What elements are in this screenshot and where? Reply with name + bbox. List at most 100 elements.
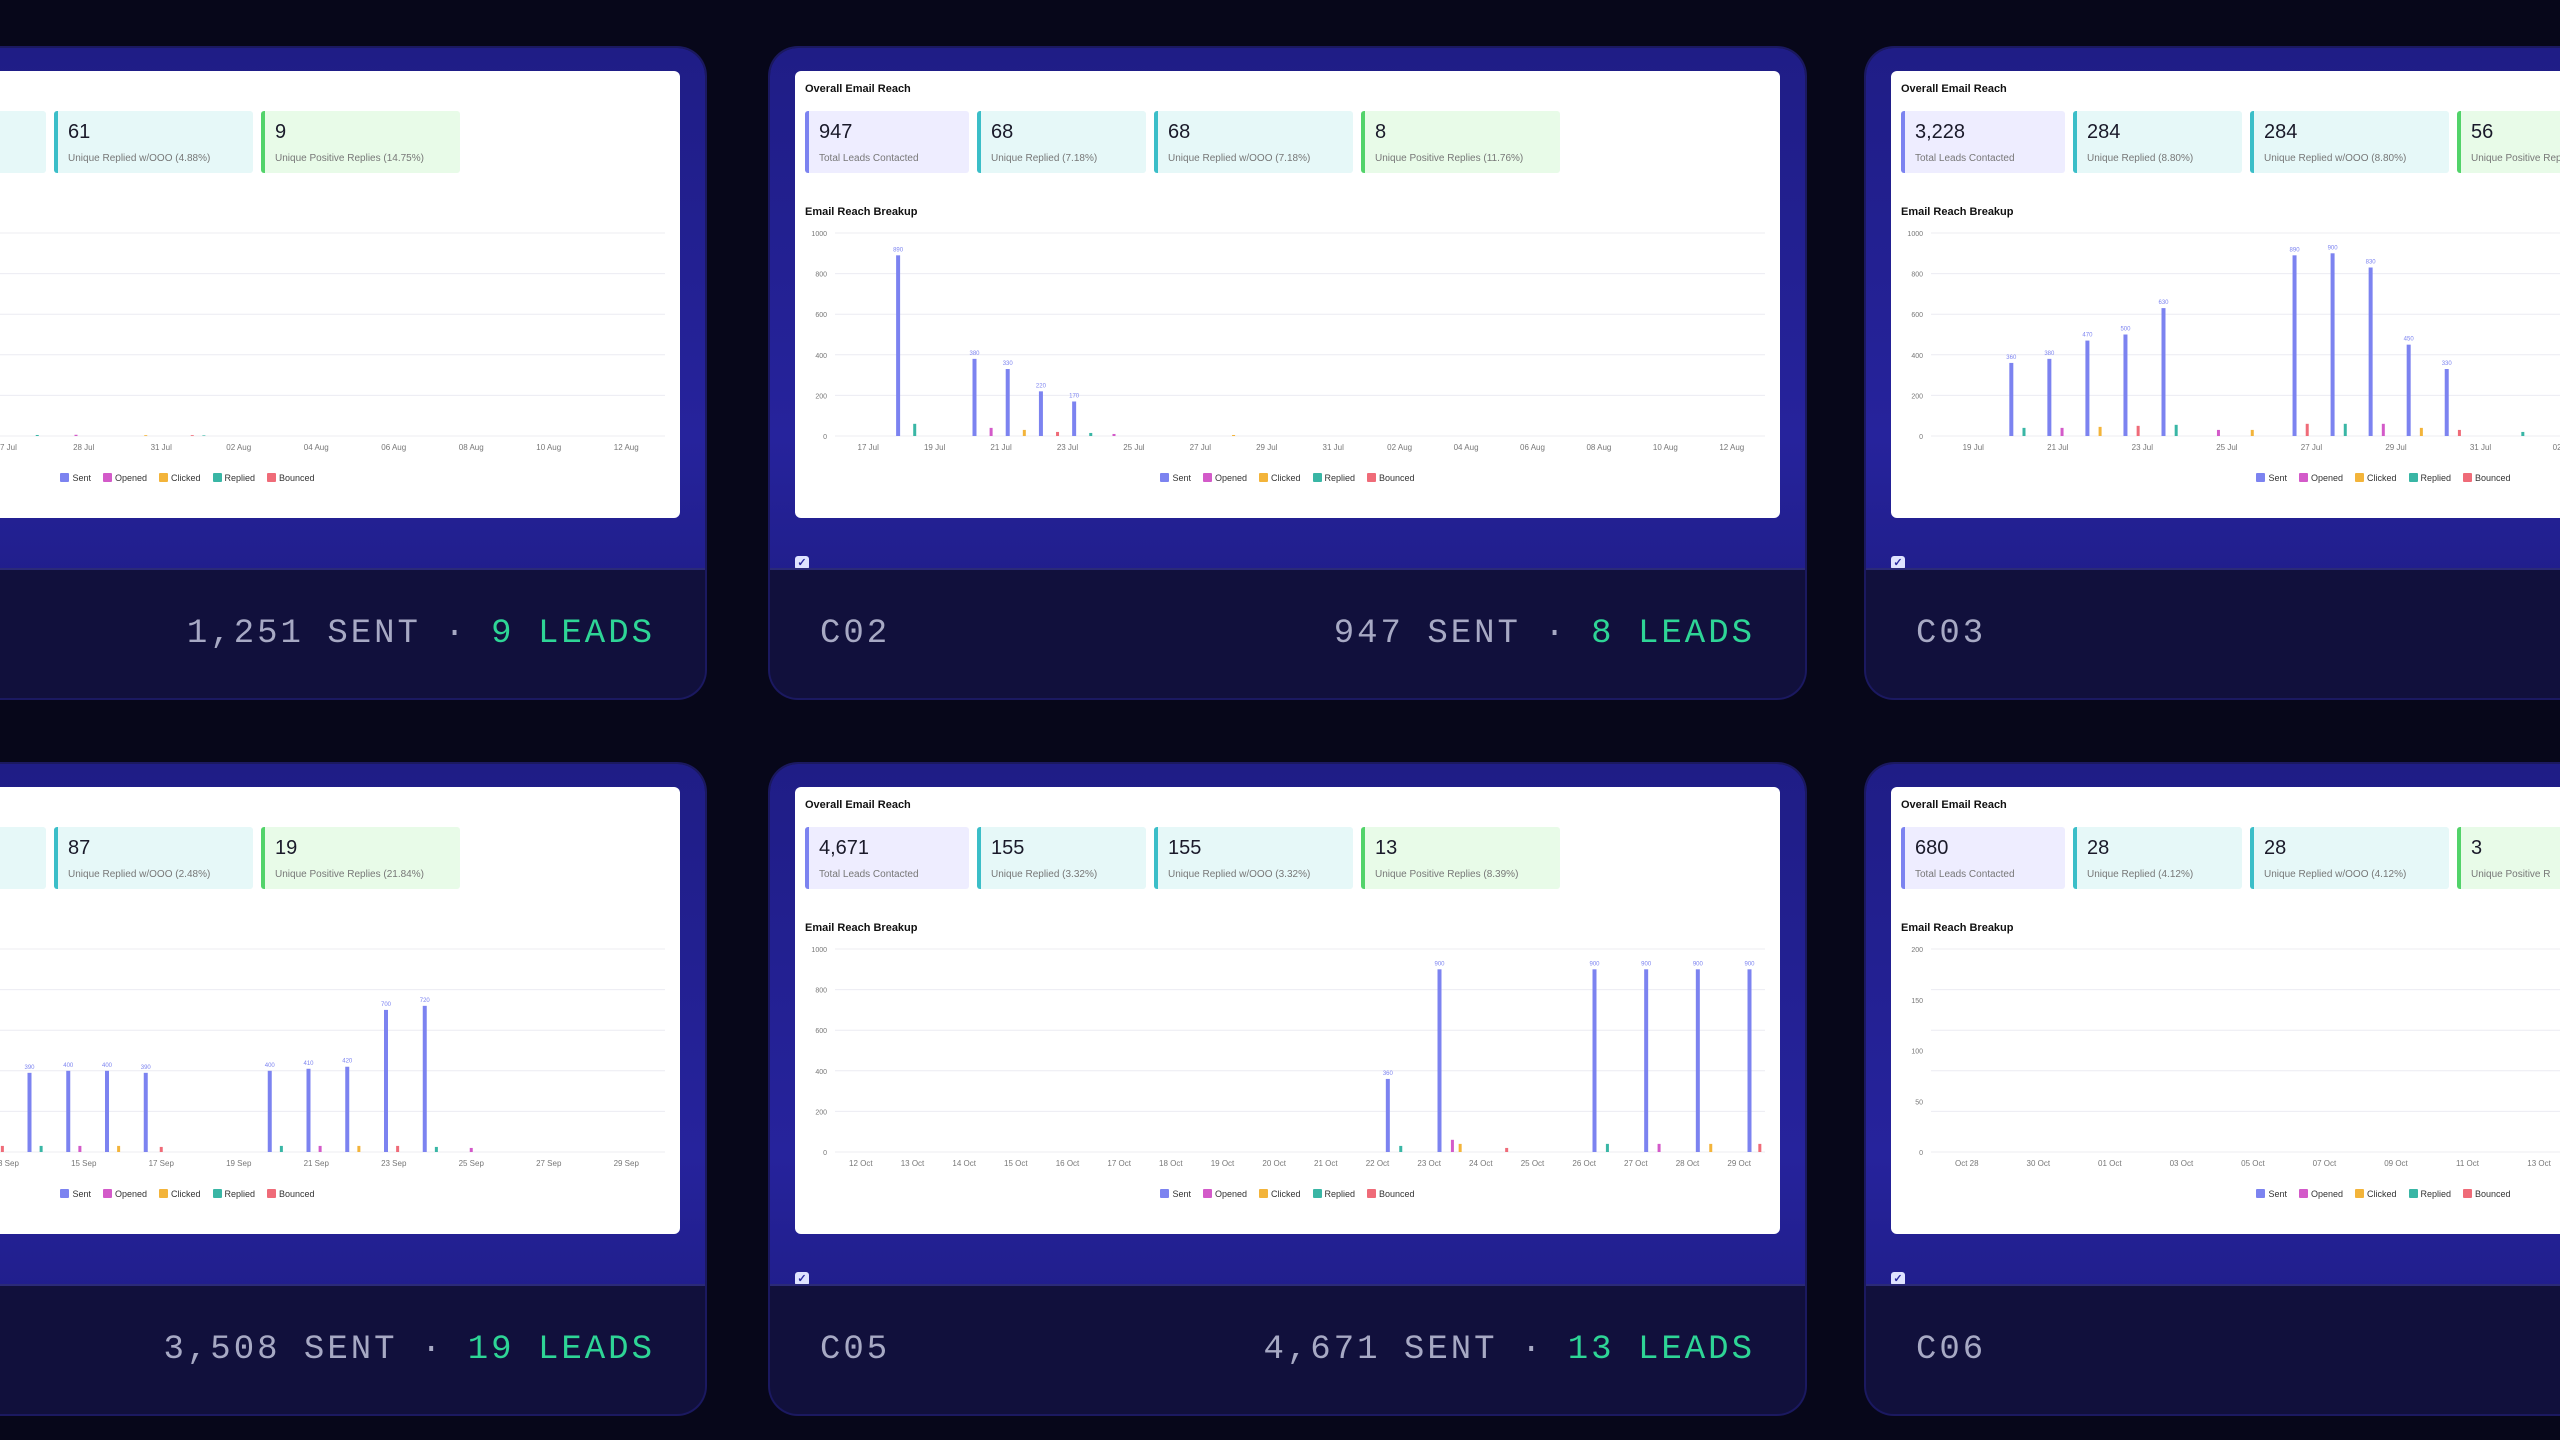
stat-box: 680 Total Leads Contacted — [1901, 827, 2065, 889]
campaign-card[interactable]: Overall Email Reach 4,671 Total Leads Cont… — [770, 764, 1805, 1414]
stat-box — [0, 111, 46, 173]
minor-bar — [2457, 429, 2461, 436]
legend-label: Sent — [2268, 473, 2287, 483]
bar-value-label: 360 — [1383, 1071, 1394, 1077]
leads-count: 9 LEADS — [491, 615, 655, 653]
y-tick-label: 600 — [1911, 312, 1923, 319]
y-tick-label: 0 — [1919, 434, 1923, 441]
minor-bar — [2305, 423, 2309, 436]
bar-value-label: 900 — [1589, 961, 1600, 967]
minor-bar — [78, 1145, 82, 1152]
campaign-card[interactable]: 87 Unique Replied w/OOO (2.48%) 19 Unique P… — [0, 764, 705, 1414]
stat-label: Unique Replied w/OOO (4.88%) — [68, 153, 211, 164]
brand-watermark: ✓ — [795, 556, 809, 570]
y-tick-label: 200 — [815, 1109, 827, 1116]
minor-bar — [2098, 426, 2102, 436]
bar-value-label: 900 — [1434, 961, 1445, 967]
stat-box: 13 Unique Positive Replies (8.39%) — [1361, 827, 1560, 889]
bar-value-label: 900 — [2328, 245, 2339, 251]
sent-bar — [2406, 344, 2411, 436]
minor-bar — [1758, 1143, 1762, 1152]
stat-label: Unique Replied w/OOO (4.12%) — [2264, 869, 2407, 880]
bar-value-label: 410 — [303, 1061, 314, 1067]
email-reach-chart: 0 200 400 600 800 1000 12 Oct 13 Oct 14 Oct 15 Oc… — [811, 947, 1765, 1168]
y-tick-label: 200 — [1911, 393, 1923, 400]
legend-label: Clicked — [2366, 1189, 2397, 1199]
stat-label: Unique Replied w/OOO (3.32%) — [1168, 869, 1311, 880]
stat-label: Unique Positive Replies (8.39%) — [1375, 869, 1519, 880]
legend-item: Bounced — [267, 1189, 315, 1199]
x-tick-label: 28 Jul — [73, 443, 95, 452]
minor-bar — [2022, 427, 2026, 436]
y-tick-label: 0 — [823, 434, 827, 441]
stat-value: 28 — [2264, 837, 2287, 859]
legend-item: Clicked — [1258, 473, 1301, 483]
minor-bar — [1022, 429, 1026, 436]
stat-box: 68 Unique Replied (7.18%) — [977, 111, 1146, 173]
stat-value: 56 — [2471, 121, 2494, 143]
x-tick-label: 21 Sep — [304, 1159, 330, 1168]
sent-bar — [2085, 340, 2090, 436]
legend-item: Opened — [2298, 473, 2343, 483]
legend-swatch — [2354, 1189, 2364, 1198]
minor-bar — [35, 434, 39, 436]
legend-swatch — [2298, 1189, 2308, 1198]
sent-bar — [384, 1009, 388, 1152]
sent-bar — [27, 1072, 32, 1152]
stat-value: 947 — [819, 121, 853, 143]
stat-label: Total Leads Contacted — [1915, 869, 2015, 880]
stat-box: 284 Unique Replied w/OOO (8.80%) — [2250, 111, 2449, 173]
x-tick-label: 22 Oct — [1366, 1159, 1390, 1168]
minor-bar — [357, 1145, 361, 1152]
campaign-card[interactable]: Overall Email Reach 947 Total Leads Contac… — [770, 48, 1805, 698]
x-tick-label: 06 Aug — [1520, 443, 1545, 452]
email-reach-chart: 0 200 400 600 800 1000 19 Jul 21 Jul 23 Jul 25 Ju… — [1907, 231, 2560, 452]
legend-swatch — [1258, 473, 1268, 482]
campaign-card[interactable]: Overall Email Reach 3,228 Total Leads Cont… — [1866, 48, 2560, 698]
legend-swatch — [1367, 1189, 1377, 1198]
y-tick-label: 200 — [1911, 947, 1923, 954]
legend-label: Replied — [2420, 473, 2452, 483]
minor-bar — [2136, 425, 2140, 436]
sent-count: 947 SENT — [1333, 615, 1521, 653]
x-tick-label: 29 Oct — [1727, 1159, 1751, 1168]
card-footer: 1,251 SENT · 9 LEADS — [0, 568, 705, 698]
bar-value-label: 470 — [2082, 333, 2093, 339]
sent-bar — [1695, 969, 1700, 1152]
minor-bar — [1056, 431, 1060, 436]
legend-swatch — [2298, 473, 2308, 482]
stat-label: Unique Positive Replies (14.75%) — [275, 153, 424, 164]
x-tick-label: 23 Oct — [1417, 1159, 1441, 1168]
legend-label: Bounced — [2475, 473, 2511, 483]
stat-value: 68 — [1168, 121, 1191, 143]
sent-bar — [306, 1068, 311, 1152]
brand-logo-icon: ✓ — [1891, 1272, 1905, 1286]
bar-value-label: 630 — [2158, 300, 2169, 306]
stat-box — [0, 827, 46, 889]
report-title: Overall Email Reach — [1901, 83, 2007, 95]
x-tick-label: 23 Jul — [1057, 443, 1079, 452]
campaign-card[interactable]: Overall Email Reach 680 Total Leads Contac… — [1866, 764, 2560, 1414]
report-title: Overall Email Reach — [805, 83, 911, 95]
legend-label: Clicked — [170, 473, 201, 483]
chart-legend: Sent Opened Clicked Replied Bounced — [0, 1189, 680, 1199]
legend-item: Opened — [1202, 473, 1247, 483]
sent-bar — [896, 255, 901, 436]
stat-value: 87 — [68, 837, 91, 859]
y-tick-label: 0 — [823, 1150, 827, 1157]
x-tick-label: 02 Aug — [2553, 443, 2560, 452]
stat-value: 61 — [68, 121, 91, 143]
stat-label: Unique Replied w/OOO (7.18%) — [1168, 153, 1311, 164]
campaign-card[interactable]: 61 Unique Replied w/OOO (4.88%) 9 Unique Po… — [0, 48, 705, 698]
x-tick-label: 25 Jul — [2216, 443, 2238, 452]
legend-item: Bounced — [1367, 473, 1415, 483]
separator-dot: · — [1497, 1331, 1568, 1369]
bar-value-label: 720 — [420, 998, 431, 1004]
x-tick-label: 21 Jul — [2047, 443, 2069, 452]
stat-value: 28 — [2087, 837, 2110, 859]
legend-label: Clicked — [170, 1189, 201, 1199]
x-tick-label: 27 Jul — [0, 443, 17, 452]
legend-item: Replied — [212, 473, 255, 483]
bar-value-label: 900 — [1641, 961, 1652, 967]
